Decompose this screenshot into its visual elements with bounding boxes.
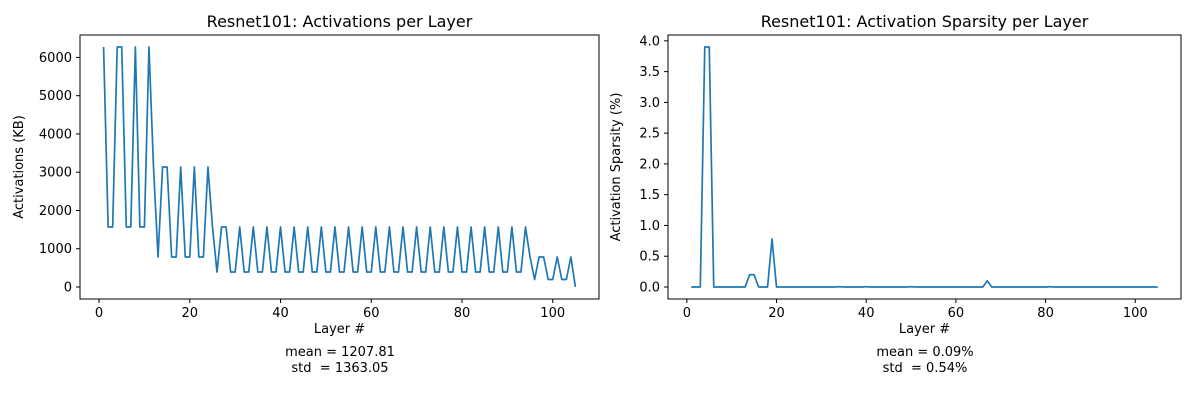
y-tick-label: 0.5	[639, 250, 660, 265]
x-tick-label: 40	[272, 306, 289, 321]
x-tick-label: 0	[683, 306, 691, 321]
y-tick-label: 5000	[39, 89, 72, 104]
x-tick-label: 0	[95, 306, 103, 321]
chart-2: 0 20 40 60 80 100 0.0 0.5 1.0 1.5 2.0 2.5 3.0 3.5 4.0 R…	[609, 12, 1182, 376]
series-line	[691, 46, 1158, 288]
axes-frame	[667, 34, 1182, 300]
y-tick-label: 2.5	[639, 127, 660, 142]
x-tick-label: 60	[363, 306, 380, 321]
stat-mean: mean = 0.09%	[876, 345, 973, 360]
y-tick-label: 3.0	[639, 96, 660, 111]
y-tick-label: 6000	[39, 51, 72, 66]
y-axis-label: Activations (KB)	[12, 115, 27, 219]
chart-title: Resnet101: Activations per Layer	[207, 12, 473, 31]
y-tick-label: 3.5	[639, 65, 660, 80]
x-tick-label: 80	[454, 306, 471, 321]
y-tick-label: 1000	[39, 242, 72, 257]
x-tick-label: 20	[768, 306, 785, 321]
x-tick-label: 100	[540, 306, 565, 321]
stat-mean: mean = 1207.81	[285, 345, 395, 360]
y-axis-label: Activation Sparsity (%)	[609, 93, 624, 242]
y-tick-label: 0.0	[639, 281, 660, 296]
x-tick-label: 80	[1037, 306, 1054, 321]
y-tick-label: 1.5	[639, 188, 660, 203]
y-tick-label: 3000	[39, 166, 72, 181]
y-tick-label: 4.0	[639, 34, 660, 49]
x-axis-label: Layer #	[314, 322, 365, 337]
y-tick-label: 2.0	[639, 157, 660, 172]
x-tick-label: 40	[858, 306, 875, 321]
y-tick-label: 0	[64, 280, 72, 295]
axes-frame	[79, 34, 600, 300]
chart-1: 0 20 40 60 80 1000100020003000400050006000Res…	[12, 12, 600, 376]
y-tick-label: 1.0	[639, 219, 660, 234]
x-tick-label: 100	[1123, 306, 1148, 321]
x-tick-label: 60	[948, 306, 965, 321]
x-tick-label: 20	[182, 306, 199, 321]
y-tick-label: 4000	[39, 127, 72, 142]
y-tick-label: 2000	[39, 204, 72, 219]
stat-std: std = 0.54%	[883, 361, 968, 376]
series-line	[102, 46, 577, 288]
chart-title: Resnet101: Activation Sparsity per Layer	[761, 12, 1089, 31]
x-axis-label: Layer #	[899, 322, 950, 337]
stat-std: std = 1363.05	[291, 361, 388, 376]
